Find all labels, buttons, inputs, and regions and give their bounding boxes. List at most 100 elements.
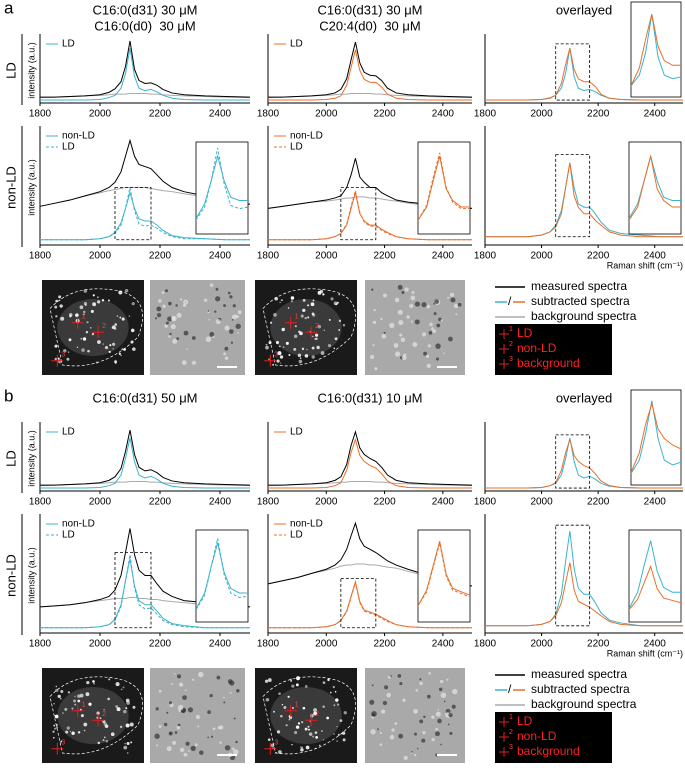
granule (369, 699, 375, 705)
granule (416, 747, 419, 750)
lipid-droplet (336, 726, 338, 728)
spectrum-line (267, 521, 473, 587)
granule (209, 694, 213, 698)
position-cross (305, 326, 318, 339)
lipid-droplet (130, 328, 135, 333)
granule (423, 715, 426, 719)
lipid-droplet (342, 738, 346, 742)
lipid-droplet (115, 682, 120, 687)
granule (164, 324, 169, 328)
lipid-droplet (304, 727, 308, 731)
granule (186, 348, 188, 350)
granule (229, 295, 233, 299)
x-tick-label: 2200 (373, 251, 396, 262)
zoom-region (555, 434, 591, 489)
granule (400, 337, 406, 343)
lipid-droplet (114, 360, 118, 364)
inset-frame (417, 141, 471, 235)
granule (183, 752, 188, 757)
granule (224, 325, 230, 331)
lipid-droplet (104, 736, 106, 739)
legend-text: measured spectra (531, 279, 627, 293)
lipid-droplet (79, 693, 84, 698)
granule (422, 731, 426, 735)
granule (394, 297, 400, 303)
x-tick-label: 2400 (644, 639, 667, 650)
lipid-droplet (112, 348, 114, 350)
lipid-droplet (91, 332, 95, 336)
lipid-droplet (302, 706, 306, 710)
lipid-droplet (288, 718, 291, 721)
lipid-droplet (299, 331, 303, 336)
granule (168, 301, 172, 306)
position-cross (499, 747, 509, 757)
legend-text: background spectra (531, 309, 637, 323)
granule (384, 685, 389, 690)
lipid-droplet (333, 733, 335, 735)
granule (380, 317, 383, 321)
position-number: 1 (509, 714, 513, 721)
x-tick-label: 2000 (89, 251, 112, 262)
granule (440, 692, 447, 699)
x-tick-label: 2400 (432, 639, 455, 650)
granule (184, 689, 187, 692)
x-tick-label: 2000 (89, 639, 112, 650)
legend-label: LD (62, 530, 75, 541)
position-cross (92, 326, 105, 339)
position-cross (71, 316, 84, 329)
lipid-droplet (338, 329, 341, 331)
granule (372, 344, 375, 347)
x-tick-label: 2200 (587, 639, 610, 650)
lipid-droplet (304, 685, 308, 688)
lipid-droplet (322, 739, 325, 741)
inset-frame (417, 529, 471, 623)
lipid-droplet (265, 697, 270, 702)
position-cross (71, 704, 84, 717)
lipid-droplet (288, 715, 293, 720)
granule (371, 713, 376, 717)
lipid-droplet (116, 707, 121, 712)
lipid-droplet (307, 725, 310, 728)
granule (432, 329, 437, 334)
lipid-droplet (101, 299, 105, 302)
cell-outline (262, 676, 356, 755)
granule (443, 352, 445, 355)
lipid-droplet (68, 338, 72, 342)
granule (382, 700, 388, 706)
lipid-droplet (267, 738, 271, 741)
lipid-droplet (132, 705, 136, 709)
granule (197, 725, 200, 728)
position-number: 2 (509, 341, 513, 348)
granule (219, 741, 222, 744)
lipid-droplet (107, 299, 110, 302)
x-tick-label: 2200 (149, 497, 172, 508)
inset-frame (630, 1, 682, 98)
granule (411, 291, 415, 294)
lipid-droplet (112, 342, 116, 346)
granule (371, 684, 374, 687)
lipid-droplet (54, 305, 58, 309)
granule (185, 300, 188, 304)
lipid-droplet (283, 705, 287, 709)
granule (436, 323, 441, 328)
lipid-droplet (315, 736, 318, 739)
lipid-droplet (333, 347, 336, 350)
lipid-droplet (124, 288, 129, 293)
lipid-droplet (92, 294, 95, 297)
lipid-droplet (125, 698, 130, 703)
lipid-droplet (86, 680, 90, 685)
granule (232, 749, 239, 755)
lipid-droplet (96, 711, 100, 715)
granule (402, 698, 406, 702)
lipid-droplet (102, 739, 105, 742)
inset-line (418, 156, 470, 221)
x-tick-label: 1800 (474, 251, 497, 262)
lipid-droplet (285, 724, 288, 727)
lipid-droplet (313, 711, 318, 716)
lipid-droplet (315, 337, 318, 341)
granule (191, 336, 196, 340)
lipid-droplet (295, 683, 299, 687)
column-title: C16:0(d31) 10 μM (317, 390, 422, 405)
lipid-droplet (114, 362, 117, 364)
lipid-droplet (312, 335, 314, 338)
